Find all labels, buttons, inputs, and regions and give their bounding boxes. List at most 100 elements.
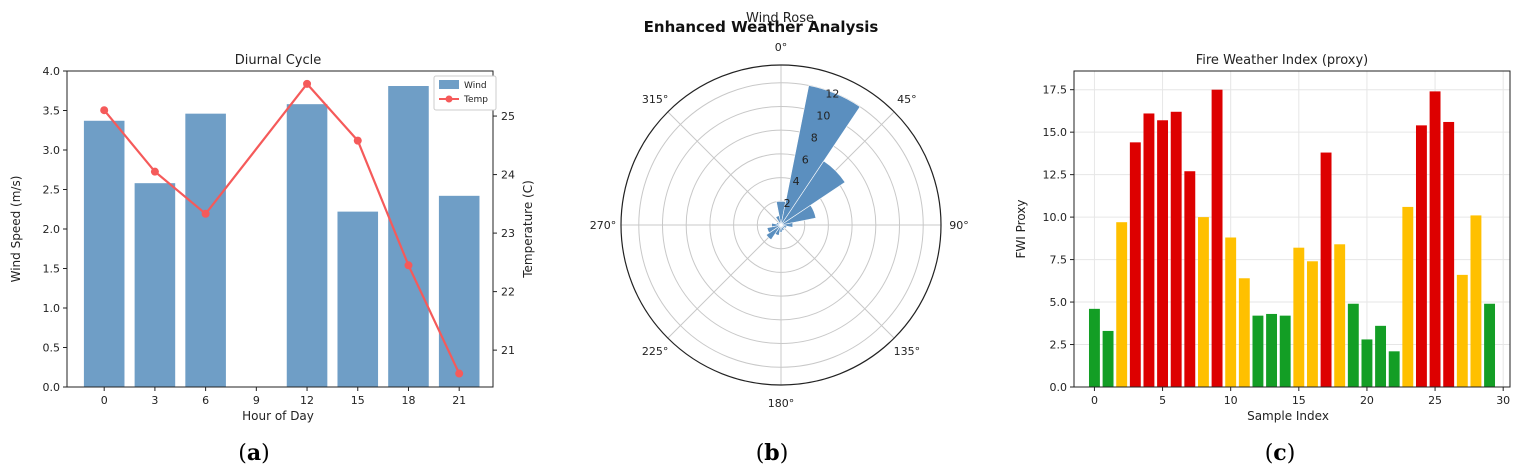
y-tick-label: 5.0	[1050, 296, 1068, 309]
angular-grid-spoke	[667, 224, 782, 339]
fwi-bar	[1143, 113, 1155, 388]
diurnal-y2label: Temperature (C)	[521, 180, 535, 279]
y-tick-label: 2.0	[43, 223, 61, 236]
y-tick-label: 3.5	[43, 105, 61, 118]
y-tick-label: 0.5	[43, 342, 61, 355]
theta-label: 90°	[949, 219, 969, 232]
wind-bar	[337, 211, 379, 387]
fwi-bar	[1102, 330, 1114, 387]
x-tick-label: 0	[101, 394, 108, 407]
y-tick-label: 12.5	[1043, 169, 1068, 182]
y2-tick-label: 25	[501, 110, 515, 123]
diurnal-axes: 0 3 6 9 12 15 18 21 0.0 0.5 1.0 1.5 2.0 2.5 3.0 3.5 4.0 2…	[43, 65, 516, 407]
fwi-bar	[1197, 217, 1209, 387]
temp-marker	[150, 167, 159, 176]
wind-rose-chart: Wind Rose 0° 45° 90° 135° 180° 225° 270° 315° 24…	[590, 11, 969, 410]
fwi-bar	[1320, 152, 1332, 387]
x-tick-label: 3	[151, 394, 158, 407]
panel-label-a: (a)	[238, 440, 269, 466]
r-tick-label: 8	[811, 131, 818, 144]
wind-rose-sector	[780, 204, 817, 226]
wind-bar	[134, 183, 176, 387]
fwi-bar	[1456, 274, 1468, 387]
wind-rose-sector	[765, 224, 782, 241]
temp-marker	[455, 369, 464, 378]
wind-rose-sector	[771, 222, 782, 228]
fwi-bar	[1266, 313, 1278, 387]
fwi-bar	[1211, 89, 1223, 387]
fwi-bar	[1252, 315, 1264, 387]
x-tick-label: 12	[300, 394, 314, 407]
x-tick-label: 0	[1091, 394, 1098, 407]
legend-temp-marker	[445, 95, 453, 103]
fwi-bar	[1375, 325, 1387, 387]
y-tick-label: 2.5	[1050, 339, 1068, 352]
x-tick-label: 9	[253, 394, 260, 407]
legend-temp-label: Temp	[463, 95, 488, 105]
fwi-frame	[1073, 70, 1511, 388]
y-tick-label: 3.0	[43, 144, 61, 157]
diurnal-legend: Wind Temp	[433, 75, 497, 111]
fwi-bar	[1402, 206, 1414, 387]
temp-marker	[404, 261, 413, 270]
fwi-bar	[1238, 278, 1250, 387]
fwi-bar	[1116, 222, 1128, 387]
legend-wind-label: Wind	[464, 81, 487, 91]
r-tick-label: 12	[825, 88, 839, 101]
panel-label-c: (c)	[1265, 440, 1296, 466]
fwi-bar	[1388, 351, 1400, 387]
diurnal-cycle-chart: Diurnal Cycle 0 3 6 9 12 15 18 21 0.0 0.5 1.0 1.5 2.…	[9, 53, 535, 423]
y2-tick-label: 22	[501, 286, 515, 299]
theta-label: 270°	[590, 219, 617, 232]
x-tick-label: 30	[1496, 394, 1510, 407]
x-tick-label: 6	[202, 394, 209, 407]
fwi-axes: 0 5 10 15 20 25 30 0.0 2.5 5.0 7.5 10.0 12.5 15.0 17.5	[1043, 70, 1511, 407]
y-tick-label: 2.5	[43, 184, 61, 197]
fwi-bar	[1334, 244, 1346, 387]
wind-rose-sector	[780, 222, 794, 228]
y2-tick-label: 23	[501, 227, 515, 240]
wind-rose-title: Wind Rose	[746, 11, 814, 26]
wind-bar	[185, 113, 226, 387]
theta-label: 0°	[775, 41, 788, 54]
fwi-bar	[1306, 261, 1318, 387]
fwi-bar	[1484, 303, 1496, 387]
wind-rose-outline	[620, 64, 942, 386]
fwi-bar	[1088, 308, 1100, 387]
y-tick-label: 1.0	[43, 302, 61, 315]
fwi-bar	[1184, 171, 1196, 387]
y-tick-label: 10.0	[1043, 211, 1068, 224]
theta-label: 225°	[642, 345, 669, 358]
fwi-bar	[1279, 315, 1291, 387]
temp-marker	[303, 79, 312, 88]
x-tick-label: 10	[1224, 394, 1238, 407]
fwi-bar	[1415, 125, 1427, 387]
fwi-bar	[1129, 142, 1141, 387]
x-tick-label: 15	[1292, 394, 1306, 407]
fwi-bar	[1361, 339, 1373, 387]
theta-label: 315°	[642, 93, 669, 106]
fwi-bar	[1157, 120, 1169, 388]
fwi-ylabel: FWI Proxy	[1014, 200, 1028, 259]
y-tick-label: 1.5	[43, 263, 61, 276]
fwi-bar	[1470, 215, 1482, 387]
temp-marker	[100, 106, 109, 115]
wind-rose-sector	[780, 160, 846, 226]
x-tick-label: 18	[401, 394, 415, 407]
y2-tick-label: 24	[501, 169, 515, 182]
wind-rose-sector	[775, 215, 782, 226]
fwi-bar	[1293, 247, 1305, 387]
x-tick-label: 20	[1360, 394, 1374, 407]
y-tick-label: 15.0	[1043, 126, 1068, 139]
r-tick-label: 10	[816, 110, 830, 123]
r-tick-label: 2	[784, 197, 791, 210]
x-tick-label: 25	[1428, 394, 1442, 407]
diurnal-title: Diurnal Cycle	[235, 53, 321, 68]
fwi-bar	[1429, 91, 1441, 388]
fwi-bar	[1225, 237, 1237, 387]
r-tick-label: 6	[802, 153, 809, 166]
fwi-title: Fire Weather Index (proxy)	[1196, 53, 1369, 68]
wind-bar	[83, 120, 125, 388]
